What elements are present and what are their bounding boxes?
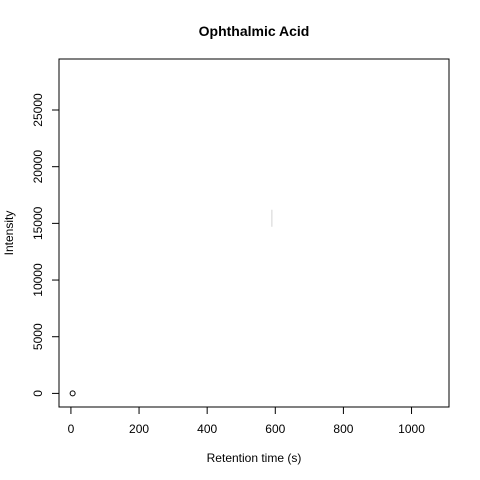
y-tick-label: 0 [31,390,45,397]
y-axis: 0 5000 10000 15000 20000 25000 [31,93,60,397]
x-tick-label: 600 [265,422,285,436]
plot-area-border [58,58,450,408]
y-tick-label: 10000 [31,263,45,297]
y-tick-label: 20000 [31,150,45,184]
x-tick-label: 0 [68,422,75,436]
y-axis-label: Intensity [2,211,16,256]
x-tick-label: 400 [197,422,217,436]
x-tick-label: 1000 [398,422,425,436]
y-tick-label: 5000 [31,323,45,350]
data-marks [69,209,273,397]
x-axis-label: Retention time (s) [207,451,302,465]
x-tick-label: 800 [333,422,353,436]
x-axis: 0 200 400 600 800 1000 [68,406,425,436]
y-tick-label: 15000 [31,206,45,240]
x-tick-label: 200 [129,422,149,436]
data-point [69,390,76,397]
y-tick-label: 25000 [31,93,45,127]
chart-title: Ophthalmic Acid [199,23,310,39]
